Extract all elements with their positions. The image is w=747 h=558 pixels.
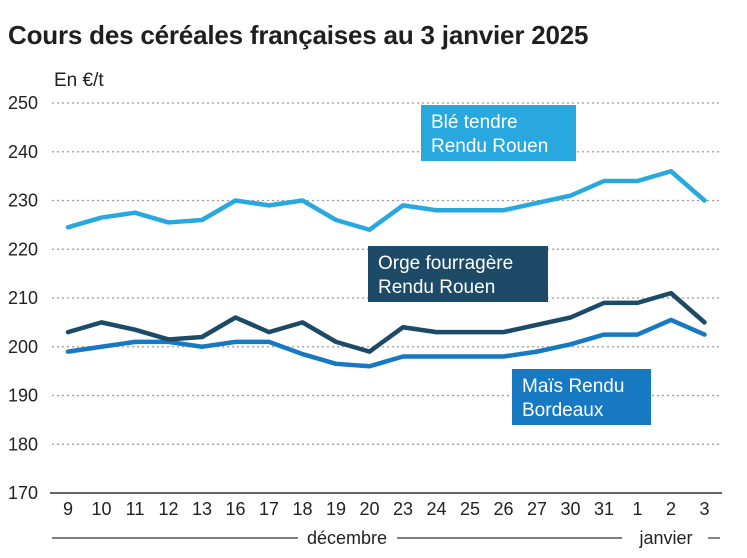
- series-label-text: Orge fourragère: [378, 253, 513, 274]
- y-tick-label: 170: [8, 483, 38, 503]
- y-axis-unit-label: En €/t: [54, 70, 104, 91]
- series-label-text: Rendu Rouen: [378, 277, 495, 298]
- month-label-january: janvier: [638, 528, 692, 548]
- y-tick-label: 210: [8, 288, 38, 308]
- chart-title: Cours des céréales françaises au 3 janvi…: [8, 20, 589, 50]
- x-tick-label: 24: [426, 499, 446, 519]
- y-tick-label: 240: [8, 142, 38, 162]
- series-label-text: Rendu Rouen: [431, 136, 548, 157]
- x-tick-label: 25: [460, 499, 480, 519]
- x-tick-label: 2: [666, 499, 676, 519]
- x-tick-label: 20: [359, 499, 379, 519]
- series-label-box: [421, 105, 576, 161]
- x-tick-label: 23: [393, 499, 413, 519]
- y-tick-label: 190: [8, 386, 38, 406]
- x-tick-label: 19: [326, 499, 346, 519]
- x-tick-label: 18: [292, 499, 312, 519]
- x-tick-label: 10: [91, 499, 111, 519]
- x-tick-label: 3: [699, 499, 709, 519]
- x-tick-label: 9: [63, 499, 73, 519]
- series-label-text: Maïs Rendu: [522, 376, 624, 397]
- x-tick-label: 11: [126, 499, 145, 519]
- series-line: [65, 290, 707, 354]
- series-line: [65, 317, 707, 369]
- y-tick-label: 200: [8, 337, 38, 357]
- x-tick-label: 13: [192, 499, 212, 519]
- series-line: [65, 169, 707, 232]
- x-tick-label: 30: [560, 499, 580, 519]
- series-label-box: [368, 246, 548, 302]
- series-label-text: Bordeaux: [522, 400, 604, 421]
- y-tick-label: 230: [8, 191, 38, 211]
- y-tick-label: 250: [8, 93, 38, 113]
- x-tick-label: 16: [225, 499, 245, 519]
- x-tick-label: 27: [527, 499, 547, 519]
- y-tick-label: 220: [8, 239, 38, 259]
- x-tick-label: 26: [493, 499, 513, 519]
- month-label-december: décembre: [307, 528, 387, 548]
- series-label-box: [512, 369, 651, 425]
- x-tick-label: 1: [632, 499, 642, 519]
- x-tick-label: 31: [594, 499, 614, 519]
- series-label-text: Blé tendre: [431, 112, 518, 133]
- y-tick-label: 180: [8, 434, 38, 454]
- x-tick-label: 12: [158, 499, 178, 519]
- x-tick-label: 17: [259, 499, 279, 519]
